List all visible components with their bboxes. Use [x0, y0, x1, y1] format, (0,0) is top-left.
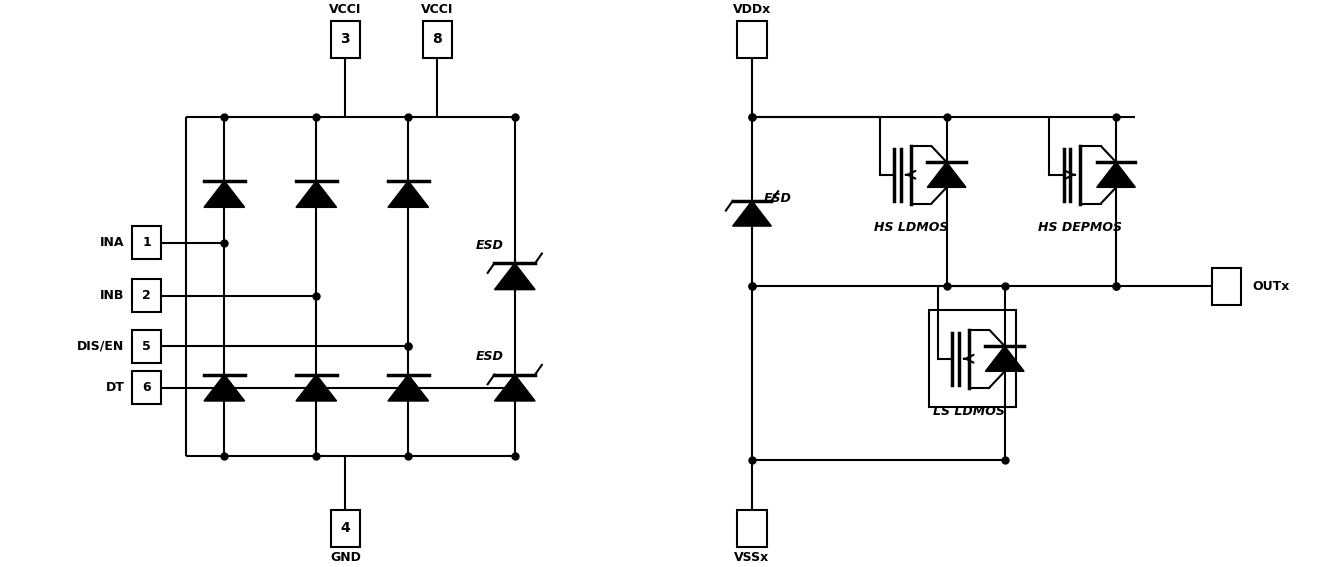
Polygon shape	[494, 375, 535, 401]
Text: VSSx: VSSx	[734, 552, 770, 564]
Polygon shape	[1096, 162, 1136, 187]
Text: 3: 3	[341, 32, 350, 46]
Text: 5: 5	[143, 340, 151, 353]
Polygon shape	[927, 162, 966, 187]
Text: 1: 1	[143, 236, 151, 249]
Text: ESD: ESD	[476, 239, 503, 252]
Text: ESD: ESD	[764, 192, 791, 205]
Bar	[1211, 268, 1240, 304]
Bar	[737, 510, 766, 547]
Text: OUTx: OUTx	[1252, 280, 1291, 293]
Bar	[132, 279, 161, 312]
Text: GND: GND	[330, 552, 361, 564]
Bar	[132, 371, 161, 404]
Bar	[330, 510, 359, 547]
Polygon shape	[388, 375, 428, 401]
Text: ESD: ESD	[476, 350, 503, 363]
Polygon shape	[985, 346, 1024, 371]
Text: 6: 6	[143, 381, 151, 394]
Text: HS LDMOS: HS LDMOS	[873, 221, 948, 234]
Text: HS DEPMOS: HS DEPMOS	[1038, 221, 1123, 234]
Text: VDDx: VDDx	[733, 3, 771, 16]
Text: 8: 8	[432, 32, 443, 46]
Text: DIS/EN: DIS/EN	[78, 340, 124, 353]
Text: VCCI: VCCI	[421, 3, 453, 16]
Text: INA: INA	[100, 236, 124, 249]
Polygon shape	[203, 375, 244, 401]
Polygon shape	[388, 181, 428, 208]
Polygon shape	[494, 263, 535, 290]
Bar	[737, 21, 766, 58]
Polygon shape	[203, 181, 244, 208]
Bar	[132, 329, 161, 363]
Polygon shape	[296, 181, 337, 208]
Polygon shape	[733, 201, 771, 226]
Text: 2: 2	[143, 289, 151, 302]
Bar	[132, 226, 161, 259]
Text: VCCI: VCCI	[329, 3, 362, 16]
Text: DT: DT	[106, 381, 124, 394]
Bar	[330, 21, 359, 58]
Text: LS LDMOS: LS LDMOS	[933, 405, 1005, 418]
Text: INB: INB	[100, 289, 124, 302]
Bar	[423, 21, 452, 58]
Polygon shape	[296, 375, 337, 401]
Text: 4: 4	[341, 521, 350, 535]
Bar	[929, 310, 1016, 407]
